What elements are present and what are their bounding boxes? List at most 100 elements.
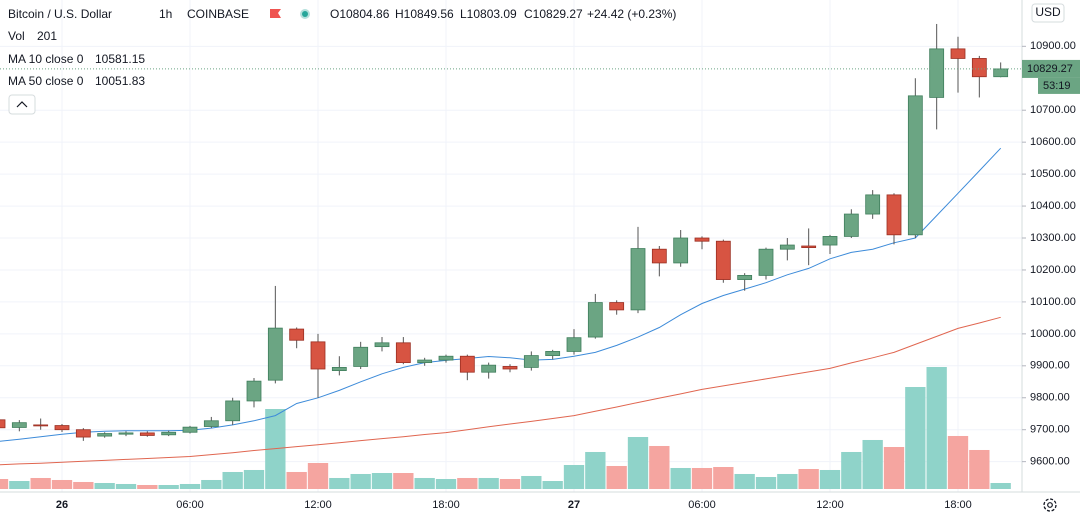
candle-body bbox=[395, 342, 411, 364]
collapse-button[interactable] bbox=[8, 94, 36, 115]
volume-bar bbox=[798, 469, 819, 489]
candle-body bbox=[929, 48, 945, 98]
volume-bar bbox=[137, 485, 158, 489]
volume-bar bbox=[926, 367, 947, 489]
volume-bar bbox=[414, 477, 435, 489]
candle-body bbox=[438, 355, 454, 361]
candle-body bbox=[950, 48, 966, 59]
y-tick-label: 9900.00 bbox=[1030, 360, 1070, 372]
candle-body bbox=[139, 432, 155, 436]
volume-bar bbox=[563, 465, 585, 489]
candle-body bbox=[502, 366, 518, 370]
volume-bar bbox=[73, 481, 94, 489]
candle-body bbox=[182, 426, 198, 433]
volume-bar bbox=[819, 469, 841, 489]
ma10-legend: MA 10 close 0 bbox=[8, 52, 84, 66]
candle-body bbox=[310, 341, 326, 370]
flag-icon[interactable] bbox=[270, 9, 281, 18]
volume-bar bbox=[0, 479, 9, 489]
ma-line bbox=[0, 147, 1002, 442]
volume-legend: Vol bbox=[8, 29, 25, 43]
volume-bar bbox=[947, 435, 969, 489]
legend: Bitcoin / U.S. Dollar 1h COINBASE O10804… bbox=[8, 7, 676, 115]
y-tick-label: 9800.00 bbox=[1030, 392, 1070, 404]
volume-bar bbox=[713, 467, 734, 489]
status-dot bbox=[302, 11, 308, 17]
ma10-legend-value: 10581.15 bbox=[95, 52, 145, 66]
candle-body bbox=[758, 248, 774, 276]
collapse-icon bbox=[16, 101, 28, 108]
volume-bar bbox=[585, 451, 606, 489]
y-tick-label: 10500.00 bbox=[1030, 168, 1076, 180]
volume-bar bbox=[222, 471, 243, 489]
volume-bar bbox=[905, 387, 926, 489]
x-tick-label: 06:00 bbox=[176, 499, 204, 511]
volume-bar bbox=[627, 437, 649, 489]
volume-bar bbox=[841, 451, 862, 489]
volume-bar bbox=[51, 479, 73, 489]
settings-icon[interactable] bbox=[1043, 498, 1057, 512]
y-tick-label: 10700.00 bbox=[1030, 104, 1076, 116]
y-tick-label: 10600.00 bbox=[1030, 136, 1076, 148]
volume-bar bbox=[457, 477, 478, 489]
candle-body bbox=[651, 248, 667, 264]
volume-bar bbox=[606, 465, 627, 489]
readout-close: C10829.27 bbox=[524, 7, 583, 21]
candle-body bbox=[886, 194, 902, 236]
volume-bar bbox=[350, 473, 371, 489]
volume-bar bbox=[862, 439, 883, 489]
candle-body bbox=[246, 380, 262, 402]
grid bbox=[0, 0, 1022, 492]
candle-body bbox=[225, 400, 241, 422]
volume-bar bbox=[670, 467, 691, 489]
y-tick-label: 10000.00 bbox=[1030, 328, 1076, 340]
x-tick-label: 26 bbox=[56, 499, 68, 511]
candle-body bbox=[587, 302, 603, 338]
currency-button[interactable] bbox=[1031, 3, 1065, 23]
candle-body bbox=[971, 58, 987, 78]
volume-pane bbox=[0, 367, 1011, 489]
y-tick-label: 10100.00 bbox=[1030, 296, 1076, 308]
candle-body bbox=[545, 351, 561, 356]
volume-bar bbox=[435, 479, 457, 489]
candle-body bbox=[417, 359, 433, 364]
volume-bar bbox=[286, 471, 307, 489]
candle-body bbox=[11, 422, 27, 428]
candle-body bbox=[97, 433, 113, 437]
candle-body bbox=[481, 364, 497, 373]
candle-body bbox=[694, 237, 710, 242]
countdown-tag bbox=[1038, 77, 1080, 94]
candle-body bbox=[353, 346, 369, 367]
x-tick-label: 12:00 bbox=[304, 499, 332, 511]
volume-bar bbox=[755, 477, 777, 489]
volume-bar bbox=[777, 473, 798, 489]
x-tick-label: 06:00 bbox=[688, 499, 716, 511]
candle-body bbox=[737, 274, 753, 280]
candle-body bbox=[267, 327, 283, 381]
candle-body bbox=[289, 328, 305, 341]
y-tick-label: 10300.00 bbox=[1030, 232, 1076, 244]
last-price-label: 10829.27 bbox=[1027, 63, 1073, 75]
currency: USD bbox=[1035, 5, 1061, 19]
candles bbox=[0, 23, 1022, 441]
volume-bar bbox=[307, 463, 329, 489]
candle-body bbox=[54, 425, 70, 431]
volume-bar bbox=[883, 447, 905, 489]
candle-body bbox=[523, 355, 539, 368]
moving-averages bbox=[0, 147, 1002, 466]
last-price-tag bbox=[1022, 59, 1080, 78]
volume-bar bbox=[94, 483, 115, 489]
volume-bar bbox=[9, 481, 30, 489]
y-tick-label: 9700.00 bbox=[1030, 424, 1070, 436]
ma50-legend: MA 50 close 0 bbox=[8, 74, 84, 88]
readout-low: L10803.09 bbox=[460, 7, 517, 21]
volume-bar bbox=[478, 477, 499, 489]
exchange: COINBASE bbox=[187, 7, 249, 21]
candle-body bbox=[673, 237, 689, 264]
candle-body bbox=[715, 240, 731, 280]
volume-legend-value: 201 bbox=[37, 29, 57, 43]
interval: 1h bbox=[159, 7, 172, 21]
candle-body bbox=[33, 424, 49, 427]
candle-body bbox=[75, 429, 91, 438]
